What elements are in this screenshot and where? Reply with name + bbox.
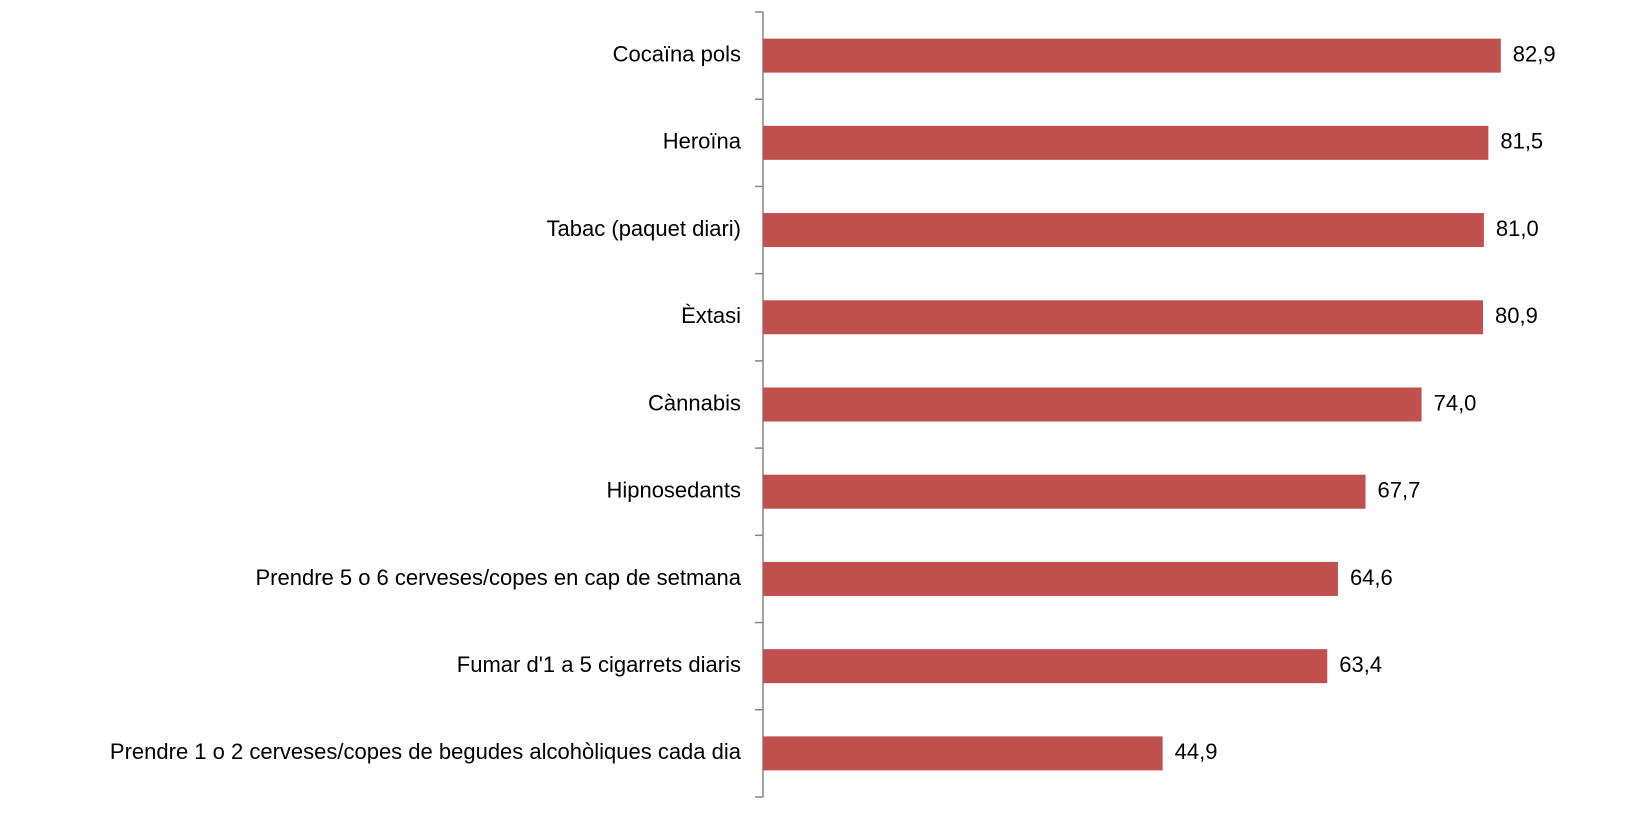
bar — [763, 213, 1484, 248]
value-label: 81,5 — [1500, 129, 1543, 154]
bar — [763, 38, 1501, 73]
bar — [763, 387, 1422, 422]
value-label: 82,9 — [1513, 41, 1556, 66]
value-label: 64,6 — [1350, 565, 1393, 590]
category-label: Èxtasi — [681, 303, 741, 328]
bar — [763, 649, 1328, 684]
value-label: 44,9 — [1175, 739, 1218, 764]
category-label: Prendre 5 o 6 cerveses/copes en cap de s… — [255, 565, 741, 590]
value-label: 63,4 — [1339, 652, 1382, 677]
value-label: 74,0 — [1434, 390, 1477, 415]
value-label: 80,9 — [1495, 303, 1538, 328]
category-label: Cànnabis — [648, 390, 741, 415]
bar — [763, 736, 1163, 771]
category-label: Prendre 1 o 2 cerveses/copes de begudes … — [110, 739, 742, 764]
bar — [763, 474, 1366, 509]
category-label: Tabac (paquet diari) — [547, 216, 741, 241]
category-label: Heroïna — [663, 129, 742, 154]
value-label: 81,0 — [1496, 216, 1539, 241]
value-label: 67,7 — [1378, 478, 1421, 503]
bar — [763, 125, 1489, 160]
category-label: Fumar d'1 a 5 cigarrets diaris — [457, 652, 741, 677]
bar — [763, 561, 1338, 596]
category-label: Hipnosedants — [606, 478, 741, 503]
bar — [763, 300, 1484, 335]
category-label: Cocaïna pols — [613, 41, 741, 66]
